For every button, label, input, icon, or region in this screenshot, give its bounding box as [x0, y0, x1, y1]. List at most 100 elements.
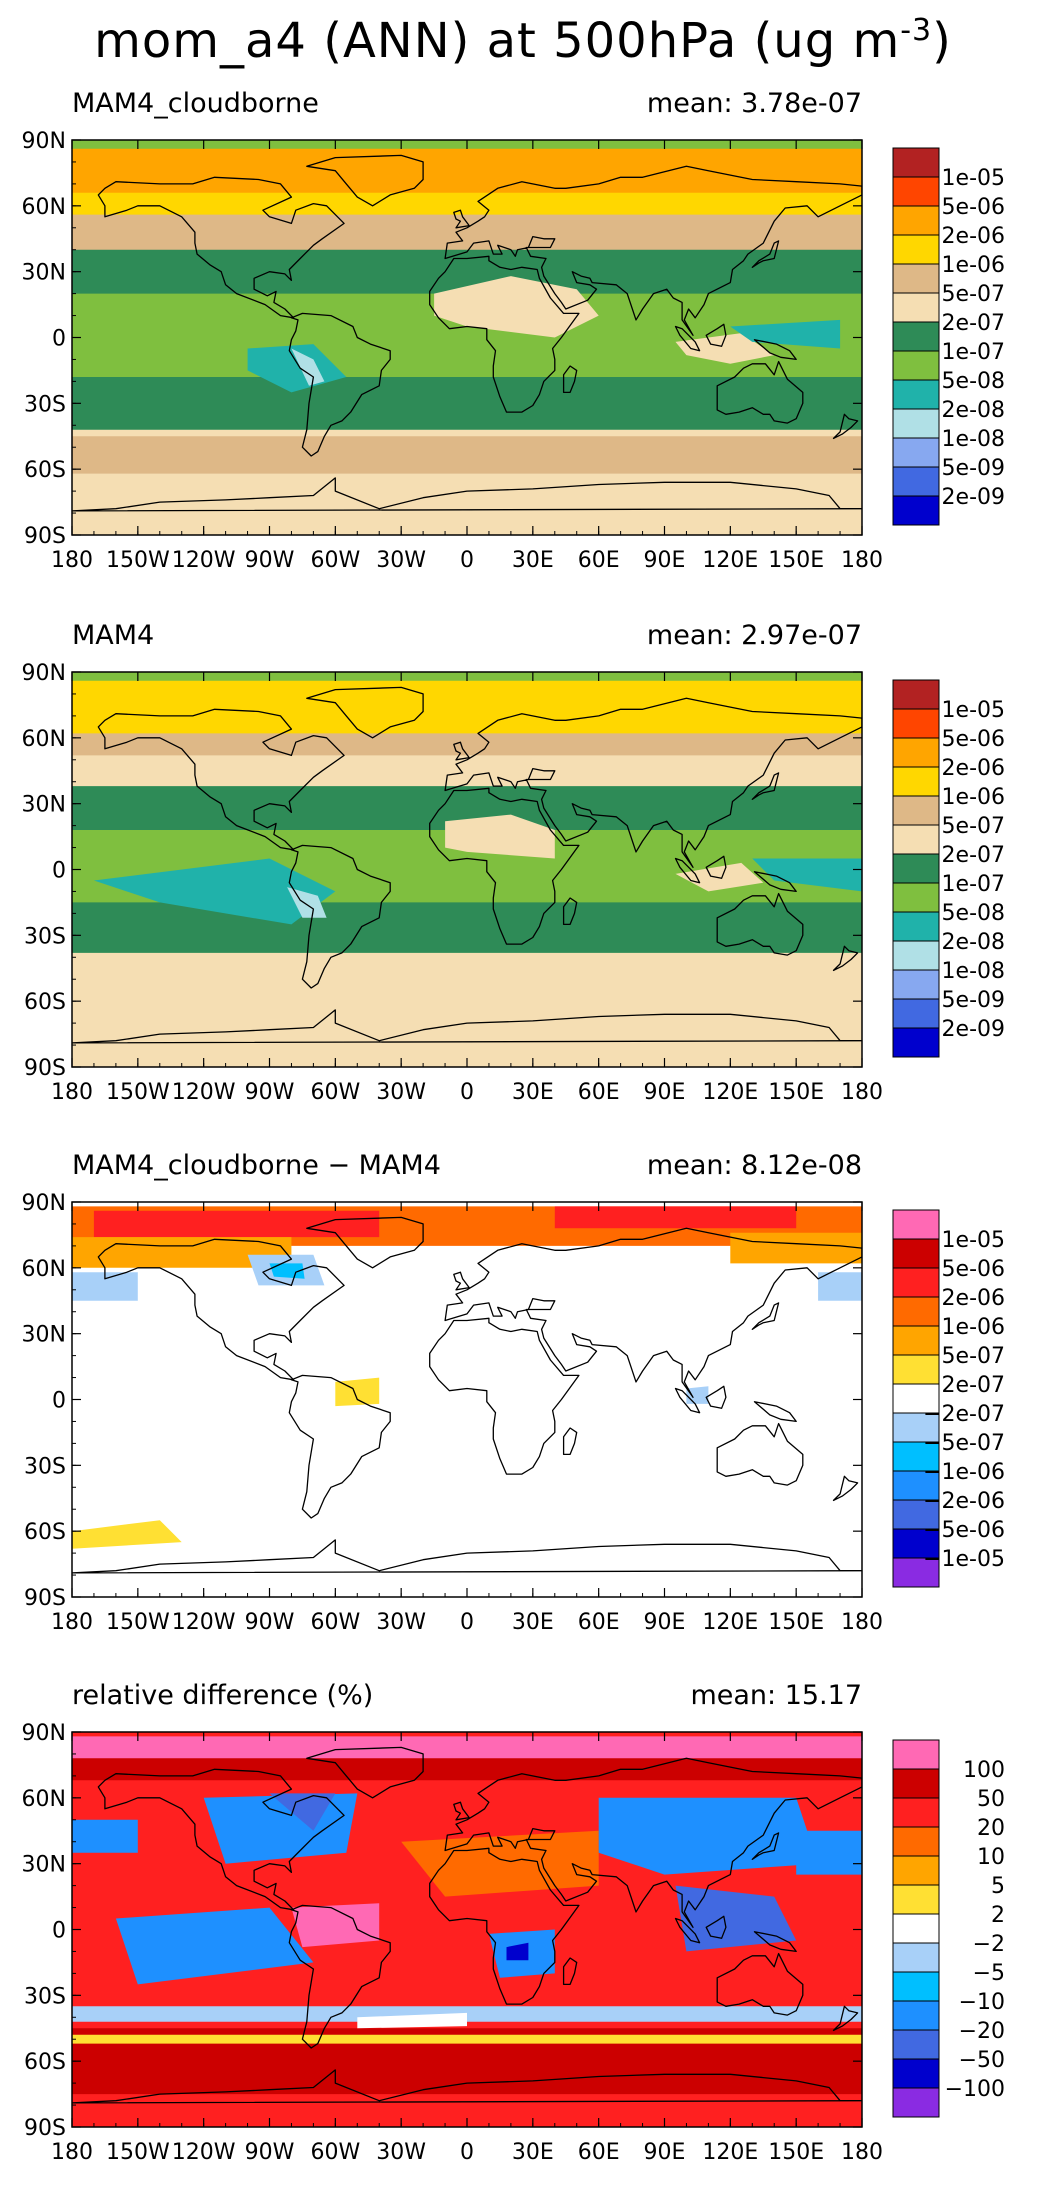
coastlines: [72, 1216, 862, 1574]
colorbar-label: 2e-07: [942, 843, 1005, 868]
coastline-borneo: [705, 1915, 727, 1939]
coastline-new-zealand: [832, 1475, 859, 1502]
x-tick-label: 180: [51, 1610, 93, 1635]
y-tick-label: 60S: [24, 458, 66, 483]
field-region: [796, 1830, 862, 1875]
colorbar-swatch: [892, 882, 940, 913]
field-region: [675, 1885, 797, 1952]
colorbar-swatch: [892, 679, 940, 710]
colorbar: 1e-05 5e-06 2e-06 1e-06 5e-07 2e-07 1e-07 5e-08…: [892, 679, 1005, 1058]
colorbar-label: 2e-06: [942, 1286, 1005, 1311]
colorbar-label: −10: [959, 1990, 1005, 2015]
colorbar-swatch: [892, 1441, 940, 1472]
field-region: [115, 1907, 314, 1985]
colorbar-swatch: [892, 1238, 940, 1269]
y-tick-label: 90S: [24, 524, 66, 549]
colorbar-swatch: [892, 495, 940, 526]
colorbar-swatch: [892, 1412, 940, 1443]
field-region: [72, 680, 862, 734]
coastline-south-america: [288, 1374, 391, 1519]
coastline-borneo: [705, 1385, 727, 1409]
coastline-new-guinea: [753, 871, 797, 893]
y-tick-label: 90N: [22, 129, 66, 154]
x-tick-label: 90W: [245, 1610, 295, 1635]
contour-field: [72, 672, 862, 1067]
coastlines: [72, 686, 862, 1044]
field-region: [72, 2028, 862, 2095]
coastline-japan: [751, 240, 780, 268]
colorbar-swatch: [892, 2029, 940, 2060]
panel-title: relative difference (%): [72, 1680, 374, 1711]
y-tick-label: 30N: [22, 793, 66, 818]
coastline-australia: [716, 1952, 804, 2016]
colorbar-label: −50: [959, 2048, 1005, 2073]
colorbar-swatch: [892, 147, 940, 178]
x-tick-label: 120W: [172, 548, 236, 573]
coastline-australia: [716, 360, 804, 424]
colorbar-swatch: [892, 1267, 940, 1298]
x-tick-label: 90E: [644, 548, 686, 573]
colorbar-label: 50: [977, 1787, 1005, 1812]
colorbar-label: 2e-06: [942, 756, 1005, 781]
colorbar-label: 1e-05: [942, 698, 1005, 723]
y-tick-label: 60S: [24, 990, 66, 1015]
panel-mean: mean: 15.17: [690, 1680, 862, 1711]
colorbar-swatch: [892, 1383, 940, 1414]
colorbar-swatch: [892, 408, 940, 439]
coastline-uk: [453, 1271, 470, 1291]
x-tick-label: 30E: [512, 1610, 554, 1635]
x-tick-label: 180: [841, 1610, 883, 1635]
colorbar: 1e-05 5e-06 2e-06 1e-06 5e-07 2e-07 1e-07 5e-08…: [892, 147, 1005, 526]
x-tick-label: 180: [51, 1080, 93, 1105]
field-region: [72, 902, 862, 953]
colorbar-swatch: [892, 2058, 940, 2089]
colorbar-label: −100: [945, 2077, 1005, 2102]
field-region: [72, 210, 862, 250]
x-tick-label: 150E: [768, 2140, 824, 2165]
colorbar-label: −1e-05: [923, 1547, 1005, 1572]
contour-field: [72, 140, 862, 535]
colorbar-swatch: [892, 2000, 940, 2031]
colorbar-swatch: [892, 1942, 940, 1973]
field-region: [72, 1819, 138, 1853]
colorbar-label: 10: [977, 1845, 1005, 1870]
colorbar-label: 5e-06: [942, 195, 1005, 220]
coastline-uk: [453, 209, 470, 229]
colorbar-label: 1e-05: [942, 1228, 1005, 1253]
y-tick-label: 90N: [22, 1721, 66, 1746]
coastline-north-america: [97, 176, 345, 319]
colorbar-swatch: [892, 321, 940, 352]
x-tick-label: 60W: [310, 548, 360, 573]
field-region: [291, 348, 325, 386]
colorbar-swatch: [892, 1027, 940, 1058]
field-region: [72, 1520, 182, 1549]
x-tick-label: 60W: [310, 1610, 360, 1635]
x-tick-label: 90E: [644, 1610, 686, 1635]
y-tick-label: 30N: [22, 1323, 66, 1348]
coastline-south-america: [288, 844, 391, 989]
colorbar-label: 1e-08: [942, 959, 1005, 984]
colorbar-label: 5e-06: [942, 727, 1005, 752]
colorbar-swatch: [892, 466, 940, 497]
coastline-new-zealand: [832, 945, 859, 972]
coastline-new-guinea: [753, 339, 797, 361]
coastline-north-america: [97, 708, 345, 851]
x-tick-label: 30E: [512, 1080, 554, 1105]
coastlines: [72, 1746, 862, 2104]
field-region: [72, 781, 862, 830]
field-region: [357, 2012, 467, 2029]
coastline-antarctica: [72, 1539, 862, 1574]
colorbar-label: −5: [973, 1961, 1005, 1986]
panel-mean: mean: 8.12e-08: [646, 1150, 862, 1181]
x-tick-label: 30E: [512, 2140, 554, 2165]
coastline-africa: [429, 1317, 580, 1475]
coastline-madagascar: [562, 1427, 578, 1456]
field-region: [675, 862, 764, 892]
colorbar-label: 5e-09: [942, 456, 1005, 481]
field-region: [554, 1206, 797, 1229]
field-region: [401, 1830, 599, 1897]
x-tick-label: 150W: [106, 1080, 170, 1105]
colorbar-swatch: [892, 1528, 940, 1559]
map-figure: 180 150W 120W 90W 60W 30W 0 30E 60E 90E 120E 150E 18…: [22, 1721, 1005, 2165]
colorbar-label: 100: [963, 1758, 1005, 1783]
